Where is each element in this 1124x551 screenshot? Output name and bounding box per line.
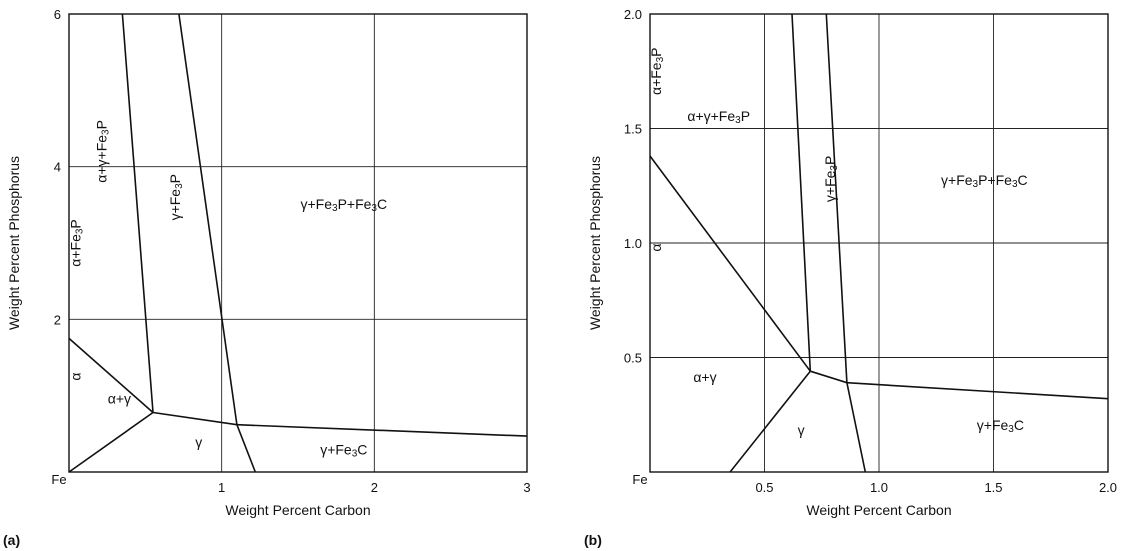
y-tick-label: 0.5: [624, 351, 642, 366]
phase-region-label: γ: [195, 434, 202, 450]
phase-region-label: α+γ+Fe3​P: [687, 108, 750, 126]
y-tick-label: 4: [54, 160, 61, 175]
phase-region-label: γ+Fe3​C: [977, 417, 1024, 435]
x-tick-label: 2.0: [1099, 480, 1117, 495]
phase-boundary: [846, 381, 1109, 400]
phase-region-label: α: [648, 244, 664, 252]
phase-boundary: [152, 411, 238, 426]
y-axis-label: Weight Percent Phosphorus: [587, 156, 603, 330]
x-tick-label: 1.0: [870, 480, 888, 495]
phase-region-label: α+γ: [693, 369, 716, 385]
plot-frame: [649, 13, 1109, 473]
phase-boundary: [236, 423, 528, 437]
phase-region-label: α+Fe3​P: [67, 219, 85, 267]
phase-boundary: [729, 370, 811, 473]
phase-boundary: [825, 13, 867, 473]
y-tick-label: 2: [54, 312, 61, 327]
phase-region-label: γ+Fe3​P: [822, 156, 840, 202]
phase-boundary: [791, 13, 812, 372]
y-tick-label: 1.5: [624, 122, 642, 137]
phase-region-label: γ+Fe3​P+Fe3​C: [300, 196, 387, 214]
y-tick-label: 2.0: [624, 7, 642, 22]
phase-boundary: [121, 13, 154, 413]
x-tick-label: 0.5: [755, 480, 773, 495]
phase-region-label: α+γ: [108, 390, 131, 406]
phase-region-label: α+γ+Fe3​P: [93, 120, 111, 183]
phase-boundary: [68, 411, 154, 473]
phase-boundary: [810, 370, 848, 384]
plot-frame: [68, 13, 528, 473]
y-tick-label: 6: [54, 7, 61, 22]
phase-region-label: α: [67, 373, 83, 381]
phase-boundary: [649, 155, 811, 372]
phase-region-label: γ+Fe3​P: [167, 174, 185, 220]
y-axis-label: Weight Percent Phosphorus: [6, 156, 22, 330]
x-tick-label: Fe: [51, 472, 66, 487]
chart-panel-b: Fe 0.5 1.0 1.5 2.0 0.5 1.0 1.5 2.0 Weight Percent…: [584, 7, 1117, 548]
x-tick-label: 2: [371, 480, 378, 495]
phase-region-label: α+Fe3​P: [648, 47, 666, 95]
phase-region-label: γ+Fe3​P+Fe3​C: [941, 172, 1028, 190]
phase-boundary: [178, 13, 257, 473]
phase-boundary: [68, 337, 154, 414]
x-tick-label: Fe: [632, 472, 647, 487]
y-tick-label: 1.0: [624, 236, 642, 251]
x-axis-label: Weight Percent Carbon: [806, 502, 951, 518]
panel-label: (a): [3, 532, 20, 548]
phase-region-label: γ+Fe3​C: [320, 441, 367, 459]
x-tick-label: 1.5: [984, 480, 1002, 495]
phase-region-label: γ: [798, 421, 805, 437]
chart-panel-a: Fe 1 2 3 2 4 6 Weight Percent Carbon Weight Perc…: [3, 7, 531, 548]
x-tick-label: 1: [218, 480, 225, 495]
x-axis-label: Weight Percent Carbon: [225, 502, 370, 518]
panel-label: (b): [584, 532, 602, 548]
x-tick-label: 3: [523, 480, 530, 495]
